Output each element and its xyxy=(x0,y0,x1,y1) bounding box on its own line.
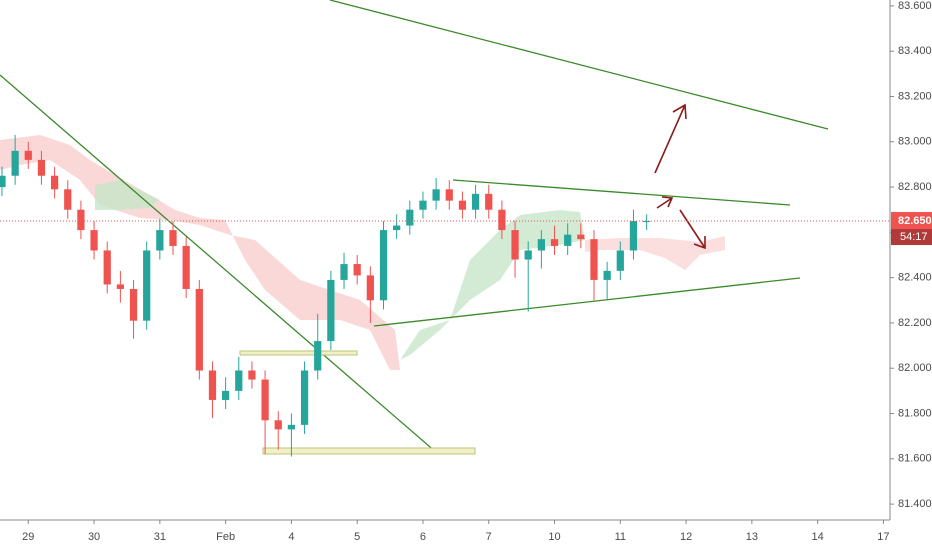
candle-body xyxy=(445,189,453,201)
candle-body xyxy=(590,239,598,280)
candle-body xyxy=(24,150,32,160)
last-price-box xyxy=(891,212,932,230)
y-tick-label: 82.800 xyxy=(898,181,932,193)
candle-body xyxy=(471,193,480,210)
candle-body xyxy=(222,390,230,400)
candle-body xyxy=(169,230,177,246)
candle-body xyxy=(564,234,572,246)
y-tick-label: 83.400 xyxy=(898,45,932,57)
candle-body xyxy=(485,193,493,210)
candle-body xyxy=(379,230,388,301)
candle-body xyxy=(129,288,138,321)
y-tick-label: 83.200 xyxy=(898,90,932,102)
x-tick-label: 12 xyxy=(680,531,692,543)
candle-body xyxy=(143,250,151,321)
candle-body xyxy=(248,370,256,380)
candle-body xyxy=(577,234,585,240)
x-tick-label: 6 xyxy=(420,531,426,543)
y-tick-label: 82.400 xyxy=(898,272,932,284)
candle-body xyxy=(498,209,506,231)
candle-body xyxy=(195,288,203,371)
x-tick-label: 14 xyxy=(812,531,824,543)
x-tick-label: 11 xyxy=(615,531,626,543)
candle-body xyxy=(64,189,72,210)
candle-body xyxy=(511,230,519,260)
y-tick-label: 83.600 xyxy=(898,0,932,12)
candle-body xyxy=(432,189,440,201)
candle-body xyxy=(537,239,545,251)
y-tick-label: 82.000 xyxy=(898,362,932,374)
candle-body xyxy=(419,200,427,210)
x-tick-label: 10 xyxy=(548,531,560,543)
candle-body xyxy=(327,279,335,342)
candle-body xyxy=(393,225,401,231)
candle-body xyxy=(37,159,46,176)
countdown-label: 54:17 xyxy=(900,231,928,243)
x-tick-label: 7 xyxy=(486,531,492,543)
drawings xyxy=(0,0,829,455)
x-tick-label: 17 xyxy=(877,531,889,543)
candle-body xyxy=(116,284,124,289)
candle-body xyxy=(77,209,85,231)
candle-body xyxy=(550,239,559,246)
x-tick-label: 5 xyxy=(354,531,360,543)
y-tick-label: 83.000 xyxy=(898,136,932,148)
x-tick-label: 13 xyxy=(746,531,758,543)
candle-body xyxy=(458,200,467,210)
x-tick-label: 31 xyxy=(154,531,166,543)
last-price-label: 82.650 xyxy=(898,215,932,227)
candle-body xyxy=(11,150,19,176)
candle-body xyxy=(182,245,190,289)
y-tick-label: 82.200 xyxy=(898,317,932,329)
countdown-box xyxy=(891,229,932,246)
candle-body xyxy=(642,221,651,223)
y-tick-label: 81.800 xyxy=(898,407,932,419)
candle-body xyxy=(0,175,6,188)
candle-body xyxy=(406,209,414,226)
candle-body xyxy=(90,230,98,251)
candle-body xyxy=(156,230,164,251)
candle-body xyxy=(353,264,361,276)
y-tick-label: 81.400 xyxy=(898,498,932,510)
x-tick-label: 29 xyxy=(22,531,34,543)
candle-body xyxy=(235,370,243,391)
candle-body xyxy=(340,264,348,280)
candle-body xyxy=(603,270,611,280)
candle-body xyxy=(274,420,282,430)
y-tick-label: 81.600 xyxy=(898,453,932,465)
x-tick-label: 30 xyxy=(88,531,100,543)
candle-body xyxy=(524,250,532,260)
candle-body xyxy=(366,275,374,301)
candle-body xyxy=(261,379,269,421)
candle-body xyxy=(103,250,111,285)
candle-body xyxy=(208,370,217,400)
candle-body xyxy=(629,221,638,251)
x-tick-label: Feb xyxy=(216,531,235,543)
candle-body xyxy=(287,424,296,430)
candle-body xyxy=(50,175,59,190)
candle-body xyxy=(616,250,624,271)
candle-body xyxy=(314,341,322,371)
x-tick-label: 4 xyxy=(288,531,294,543)
candle-body xyxy=(300,370,309,425)
